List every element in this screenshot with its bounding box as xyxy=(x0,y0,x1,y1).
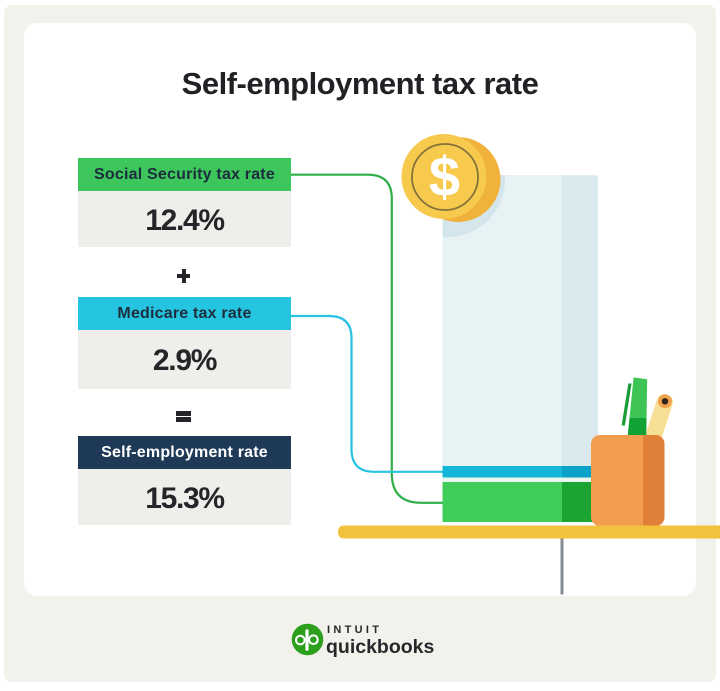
svg-text:$: $ xyxy=(429,145,460,208)
